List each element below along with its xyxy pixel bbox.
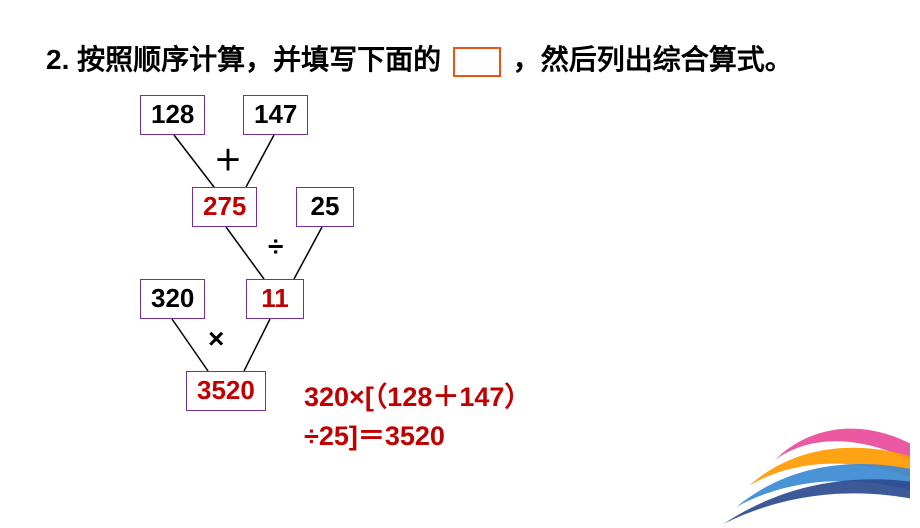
operator-0: ＋: [214, 139, 242, 179]
combined-expression: 320×[（128＋147）÷25]＝3520: [304, 375, 546, 453]
question-text: 2. 按照顺序计算，并填写下面的 ，然后列出综合算式。: [46, 38, 874, 83]
blank-box-icon: [453, 47, 501, 77]
question-prefix: 2. 按照顺序计算，并填写下面的: [46, 44, 441, 75]
cell-c: 25: [296, 187, 354, 227]
calc-tree-diagram: 128 147 275 25 11 320 3520 ＋ ÷ × 320×[（128＋147）÷…: [46, 95, 546, 455]
cell-quot: 11: [246, 279, 304, 319]
cell-b: 147: [243, 95, 308, 135]
cell-d: 320: [140, 279, 205, 319]
question-suffix: ，然后列出综合算式。: [513, 44, 793, 75]
cell-a: 128: [140, 95, 205, 135]
operator-1: ÷: [268, 231, 283, 263]
operator-2: ×: [208, 323, 224, 355]
cell-sum: 275: [192, 187, 257, 227]
cell-prod: 3520: [186, 371, 266, 411]
